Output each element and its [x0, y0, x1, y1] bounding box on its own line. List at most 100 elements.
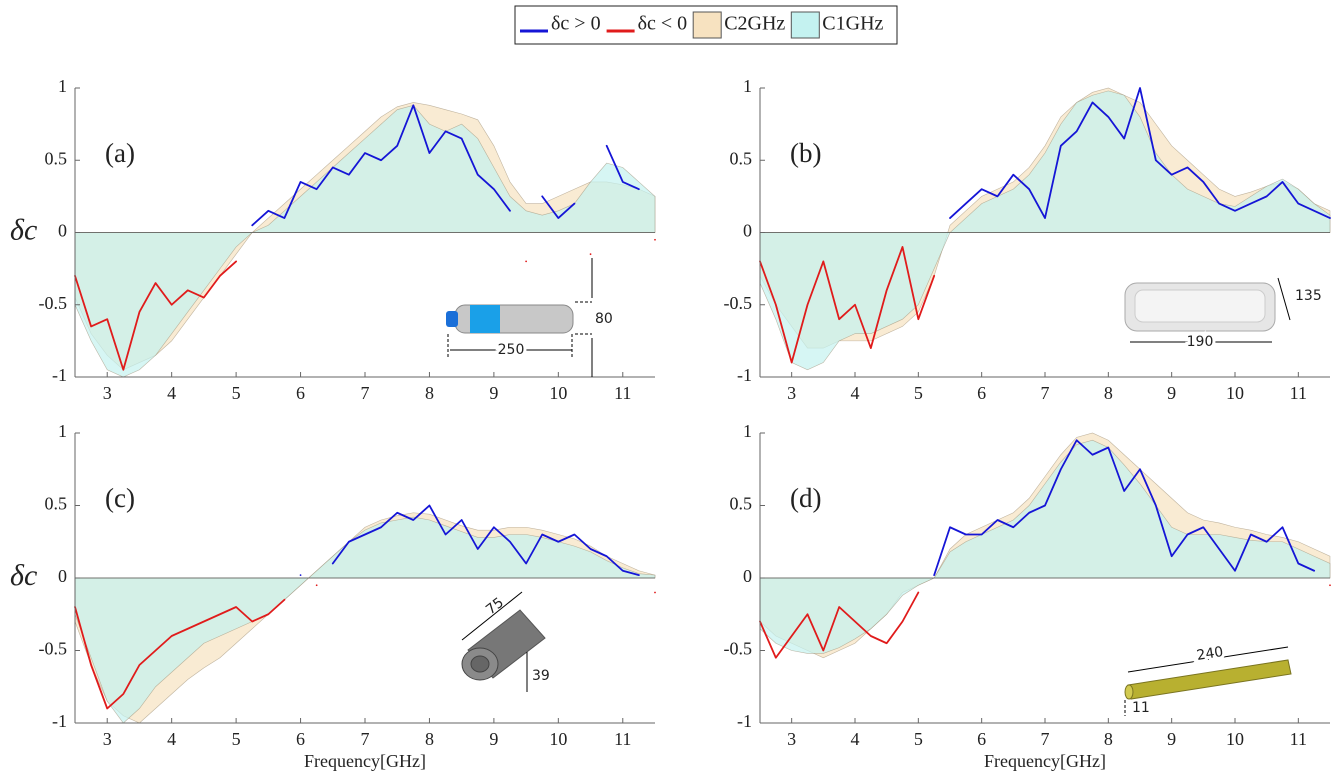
x-tick-label: 6 [977, 383, 986, 403]
panel-label: (c) [105, 483, 135, 513]
panel: -1 -0.5 0 0.5 1 3 4 5 6 7 8 9 10 11 (a) δc [10, 76, 656, 403]
delta-line [759, 246, 936, 364]
delta-line [949, 87, 1331, 219]
x-tick-label: 10 [1226, 729, 1244, 749]
x-tick-label: 9 [489, 729, 498, 749]
y-tick-label: 1 [58, 76, 67, 96]
y-tick-label: -0.5 [724, 293, 753, 313]
x-axis-label: Frequency[GHz] [304, 751, 426, 771]
inset-rod: 240 11 [1124, 641, 1292, 716]
x-tick-label: 10 [549, 729, 567, 749]
panel-label: (a) [105, 138, 135, 168]
x-tick-label: 11 [614, 383, 631, 403]
y-tick-label: 0 [743, 566, 752, 586]
legend-label: C2GHz [724, 13, 785, 35]
delta-line [74, 238, 656, 371]
y-tick-label: 0.5 [730, 148, 753, 168]
y-tick-label: 0.5 [730, 494, 753, 514]
x-tick-label: 8 [425, 383, 434, 403]
y-tick-label: -1 [737, 711, 752, 731]
y-tick-label: -0.5 [39, 639, 68, 659]
panel-label: (b) [790, 138, 821, 168]
x-tick-label: 11 [1290, 729, 1307, 749]
y-tick-label: -0.5 [39, 293, 68, 313]
dimension-label: 39 [532, 668, 550, 684]
x-tick-label: 3 [787, 729, 796, 749]
y-tick-label: 1 [58, 421, 67, 441]
legend: δc > 0 δc < 0 C2GHz C1GHz [520, 11, 884, 39]
x-tick-label: 9 [489, 383, 498, 403]
y-tick-label: 0 [58, 221, 67, 241]
x-axis-label: Frequency[GHz] [984, 751, 1106, 771]
dimension-label: 80 [595, 311, 613, 327]
x-tick-label: 3 [103, 729, 112, 749]
panel: -1 -0.5 0 0.5 1 3 4 5 6 7 8 9 10 11 (d) Frequency[GHz] [724, 421, 1331, 771]
x-tick-label: 3 [787, 383, 796, 403]
delta-line [759, 584, 1331, 659]
panel-label: (d) [790, 483, 821, 513]
legend-label: δc > 0 [551, 13, 601, 35]
dimension-label: 250 [498, 342, 525, 358]
x-tick-label: 8 [425, 729, 434, 749]
envelope-area [74, 105, 656, 378]
y-tick-label: -1 [737, 365, 752, 385]
delta-line [933, 439, 1316, 576]
x-tick-label: 4 [851, 729, 860, 749]
x-tick-label: 4 [167, 729, 176, 749]
inset-tube: 75 39 [461, 591, 550, 692]
legend-label: δc < 0 [638, 13, 688, 35]
x-tick-label: 3 [103, 383, 112, 403]
legend-swatch [692, 11, 722, 39]
panel: -1 -0.5 0 0.5 1 3 4 5 6 7 8 9 10 11 (c) δc Frequency[GHz… [10, 421, 656, 771]
dimension-label: 240 [1196, 644, 1225, 664]
x-tick-label: 5 [232, 383, 241, 403]
x-tick-label: 7 [361, 729, 370, 749]
envelope-area [759, 439, 1331, 654]
y-tick-label: -0.5 [724, 639, 753, 659]
x-tick-label: 11 [614, 729, 631, 749]
x-tick-label: 7 [1041, 729, 1050, 749]
y-tick-label: 0.5 [45, 494, 68, 514]
x-tick-label: 5 [914, 729, 923, 749]
dimension-label: 75 [483, 595, 507, 619]
x-tick-label: 8 [1104, 729, 1113, 749]
y-tick-label: 0 [743, 221, 752, 241]
legend-swatch [790, 11, 820, 39]
plots: -1-0.500.513 4 5 6 7 8 9 10 11(a)δc-1-0.500.513 4… [10, 76, 1331, 771]
delta-line [299, 504, 640, 576]
x-tick-label: 9 [1167, 729, 1176, 749]
x-tick-label: 8 [1104, 383, 1113, 403]
inset-bottle: 80 250 [446, 258, 613, 377]
dimension-label: 135 [1295, 288, 1322, 304]
x-tick-label: 11 [1290, 383, 1307, 403]
x-tick-label: 6 [296, 729, 305, 749]
x-tick-label: 10 [1226, 383, 1244, 403]
y-tick-label: 0.5 [45, 148, 68, 168]
panel: -1 -0.5 0 0.5 1 3 4 5 6 7 8 9 10 11 (b) [724, 76, 1331, 403]
legend-label: C1GHz [822, 13, 883, 35]
dimension-label: 190 [1187, 334, 1214, 350]
y-tick-label: -1 [52, 711, 67, 731]
inset-tray: 135 190 [1124, 277, 1322, 353]
y-tick-label: 1 [743, 76, 752, 96]
y-tick-label: 0 [58, 566, 67, 586]
x-tick-label: 4 [167, 383, 176, 403]
x-tick-label: 5 [914, 383, 923, 403]
y-axis-label: δc [10, 213, 37, 246]
x-tick-label: 5 [232, 729, 241, 749]
delta-line [251, 104, 640, 227]
y-axis-label: δc [10, 559, 37, 592]
x-tick-label: 6 [977, 729, 986, 749]
envelope-area [759, 90, 1331, 371]
y-tick-label: 1 [743, 421, 752, 441]
envelope-area [74, 516, 656, 724]
x-tick-label: 4 [851, 383, 860, 403]
x-tick-label: 6 [296, 383, 305, 403]
x-tick-label: 7 [1041, 383, 1050, 403]
delta-line [74, 584, 656, 710]
dimension-label: 11 [1132, 700, 1150, 716]
y-tick-label: -1 [52, 365, 67, 385]
x-tick-label: 9 [1167, 383, 1176, 403]
x-tick-label: 10 [549, 383, 567, 403]
